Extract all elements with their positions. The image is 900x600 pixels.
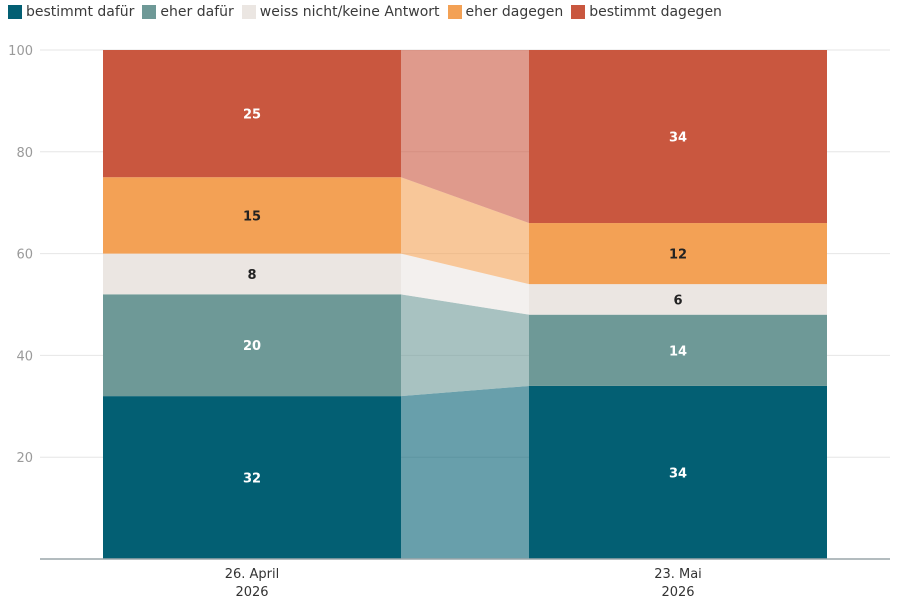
- bar-segment-eher-daf-r: [103, 294, 401, 397]
- bar-segment-eher-dagegen: [103, 177, 401, 254]
- bar-segment-bestimmt-daf-r: [103, 396, 401, 559]
- data-label: 15: [243, 209, 261, 224]
- data-label: 20: [243, 339, 261, 354]
- y-tick-label: 40: [16, 349, 33, 364]
- bar-segment-bestimmt-daf-r: [529, 385, 827, 559]
- legend-swatch: [142, 5, 157, 19]
- legend-label: bestimmt dafür: [26, 4, 135, 20]
- data-label: 12: [669, 248, 687, 263]
- data-label: 8: [247, 268, 256, 283]
- legend-label: weiss nicht/keine Antwort: [259, 4, 440, 20]
- legend-swatch: [447, 5, 462, 19]
- y-tick-label: 20: [16, 451, 33, 466]
- data-label: 25: [243, 108, 261, 123]
- x-tick-label: 26. April: [225, 567, 280, 582]
- legend-item-bestimmt-dagegen: bestimmt dagegen: [571, 4, 722, 20]
- legend-label: bestimmt dagegen: [589, 4, 722, 20]
- bar-segment-bestimmt-dagegen: [529, 50, 827, 224]
- data-label: 6: [673, 293, 682, 308]
- x-tick-label: 2026: [661, 585, 694, 600]
- bar-segment-weiss-nicht-keine-antwort: [529, 284, 827, 315]
- bar-segment-weiss-nicht-keine-antwort: [103, 253, 401, 295]
- legend-item-eher-dagegen: eher dagegen: [447, 4, 564, 20]
- x-tick-label: 2026: [235, 585, 268, 600]
- legend-item-weiss-nicht-keine-antwort: weiss nicht/keine Antwort: [241, 4, 440, 20]
- data-label: 34: [669, 466, 687, 481]
- legend-label: eher dagegen: [465, 4, 564, 20]
- data-label: 32: [243, 472, 261, 487]
- connector-bands: [401, 50, 529, 559]
- data-label: 34: [669, 131, 687, 146]
- connector-band-eher-daf-r: [401, 294, 529, 397]
- y-axis: 20 40 60 80 100: [8, 44, 33, 466]
- bar-segment-eher-daf-r: [529, 314, 827, 386]
- connector-band-weiss-nicht-keine-antwort: [401, 253, 529, 315]
- bar-segment-bestimmt-dagegen: [103, 50, 401, 178]
- chart-legend: bestimmt dafür eher dafür weiss nicht/kein…: [8, 2, 730, 22]
- segment-labels: 32 20 8 15 25 34 14 6 12 34: [243, 108, 687, 487]
- legend-item-eher-daf-r: eher dafür: [142, 4, 234, 20]
- x-tick-label: 23. Mai: [654, 567, 702, 582]
- connector-band-eher-dagegen: [401, 177, 529, 285]
- data-label: 14: [669, 344, 687, 359]
- legend-label: eher dafür: [160, 4, 234, 20]
- connector-band-bestimmt-daf-r: [401, 385, 529, 559]
- legend-swatch: [571, 5, 586, 19]
- legend-swatch: [241, 5, 256, 19]
- legend-swatch: [8, 5, 22, 19]
- y-tick-label: 80: [16, 146, 33, 161]
- connector-band-bestimmt-dagegen: [401, 50, 529, 224]
- x-axis: 26. April 2026 23. Mai 2026: [40, 558, 890, 600]
- bar-segments: [103, 50, 827, 559]
- legend-item-bestimmt-daf-r: bestimmt dafür: [8, 4, 134, 20]
- bar-segment-eher-dagegen: [529, 223, 827, 285]
- y-tick-label: 100: [8, 44, 33, 59]
- y-tick-label: 60: [16, 248, 33, 263]
